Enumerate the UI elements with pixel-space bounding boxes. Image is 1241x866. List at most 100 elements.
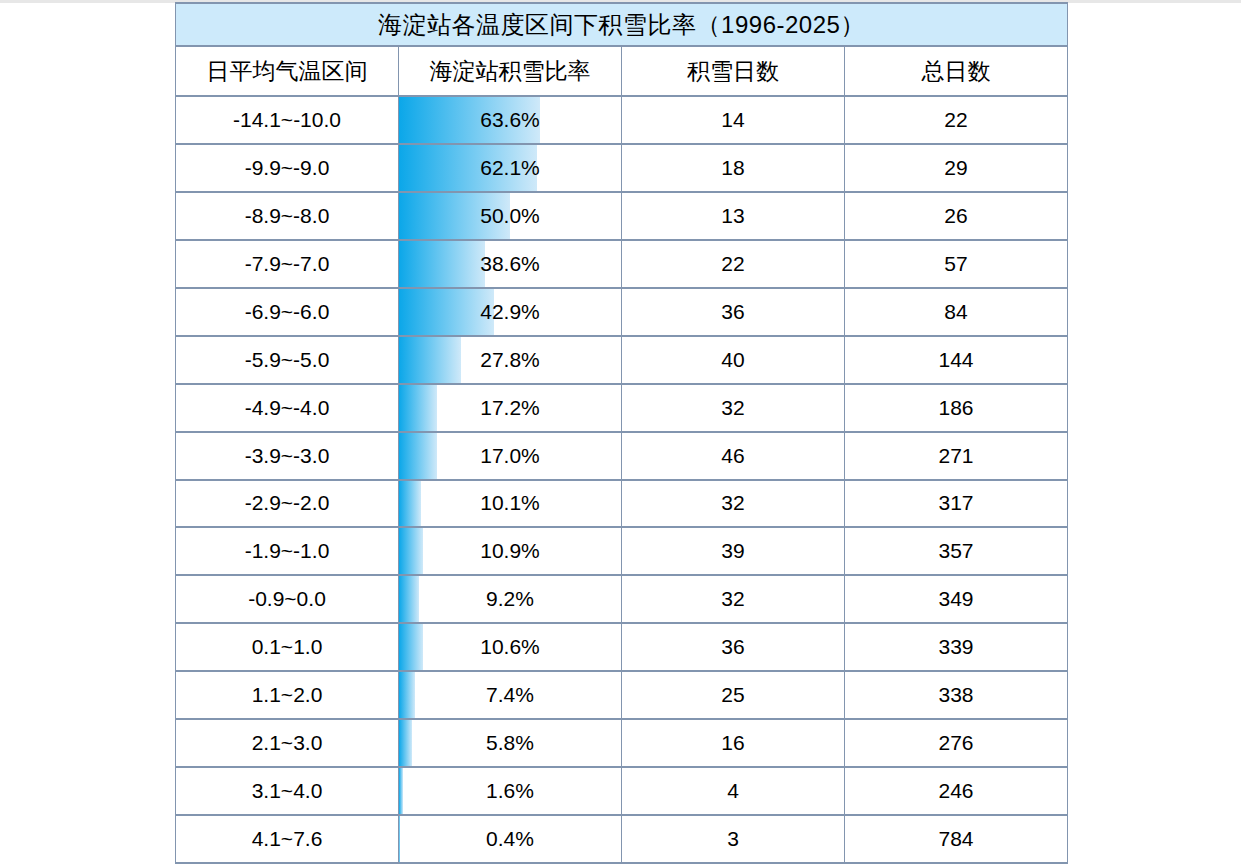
table-row: -14.1~-10.063.6%1422 — [176, 96, 1068, 144]
table-row: 4.1~7.60.4%3784 — [176, 815, 1068, 863]
snow-ratio-cell: 10.1% — [399, 480, 622, 528]
ratio-label: 10.9% — [480, 539, 540, 562]
table-header-row: 日平均气温区间 海淀站积雪比率 积雪日数 总日数 — [176, 46, 1068, 96]
ratio-label: 1.6% — [486, 779, 534, 802]
ratio-label: 10.1% — [480, 491, 540, 514]
ratio-data-bar — [399, 385, 437, 431]
ratio-data-bar — [399, 672, 415, 718]
ratio-data-bar — [399, 241, 485, 287]
total-days-cell: 357 — [845, 527, 1068, 575]
snow-ratio-cell: 1.6% — [399, 767, 622, 815]
temp-range-cell: 0.1~1.0 — [176, 623, 399, 671]
snow-ratio-cell: 42.9% — [399, 288, 622, 336]
temp-range-cell: -0.9~0.0 — [176, 575, 399, 623]
total-days-cell: 84 — [845, 288, 1068, 336]
snow-ratio-cell: 5.8% — [399, 719, 622, 767]
table-row: -9.9~-9.062.1%1829 — [176, 144, 1068, 192]
snow-days-cell: 32 — [622, 575, 845, 623]
total-days-cell: 349 — [845, 575, 1068, 623]
table-row: -3.9~-3.017.0%46271 — [176, 432, 1068, 480]
snow-days-cell: 36 — [622, 623, 845, 671]
snow-days-cell: 16 — [622, 719, 845, 767]
table-row: -7.9~-7.038.6%2257 — [176, 240, 1068, 288]
ratio-label: 5.8% — [486, 731, 534, 754]
table-body: -14.1~-10.063.6%1422-9.9~-9.062.1%1829-8… — [176, 96, 1068, 863]
ratio-label: 7.4% — [486, 683, 534, 706]
snow-days-cell: 25 — [622, 671, 845, 719]
temp-range-cell: -4.9~-4.0 — [176, 384, 399, 432]
snow-ratio-cell: 9.2% — [399, 575, 622, 623]
ratio-label: 50.0% — [480, 204, 540, 227]
snow-days-cell: 4 — [622, 767, 845, 815]
snow-days-cell: 40 — [622, 336, 845, 384]
table-row: -6.9~-6.042.9%3684 — [176, 288, 1068, 336]
total-days-cell: 317 — [845, 480, 1068, 528]
ratio-data-bar — [399, 576, 419, 622]
snow-days-cell: 13 — [622, 192, 845, 240]
ratio-data-bar — [399, 768, 403, 814]
snow-ratio-cell: 38.6% — [399, 240, 622, 288]
snow-days-cell: 14 — [622, 96, 845, 144]
snow-ratio-table: 海淀站各温度区间下积雪比率（1996-2025） 日平均气温区间 海淀站积雪比率… — [175, 2, 1068, 864]
table-row: 1.1~2.0 7.4% 25338 — [176, 671, 1068, 719]
table-row: 3.1~4.01.6%4246 — [176, 767, 1068, 815]
table-row: -0.9~0.0 9.2% 32349 — [176, 575, 1068, 623]
total-days-cell: 246 — [845, 767, 1068, 815]
snow-ratio-cell: 50.0% — [399, 192, 622, 240]
table-row: -5.9~-5.027.8%40144 — [176, 336, 1068, 384]
snow-ratio-cell: 17.2% — [399, 384, 622, 432]
table-title: 海淀站各温度区间下积雪比率（1996-2025） — [176, 3, 1068, 46]
table-title-row: 海淀站各温度区间下积雪比率（1996-2025） — [176, 3, 1068, 46]
total-days-cell: 784 — [845, 815, 1068, 863]
ratio-label: 63.6% — [480, 108, 540, 131]
total-days-cell: 186 — [845, 384, 1068, 432]
temp-range-cell: -6.9~-6.0 — [176, 288, 399, 336]
temp-range-cell: -8.9~-8.0 — [176, 192, 399, 240]
ratio-data-bar — [399, 816, 400, 862]
total-days-cell: 26 — [845, 192, 1068, 240]
snow-days-cell: 18 — [622, 144, 845, 192]
temp-range-cell: 1.1~2.0 — [176, 671, 399, 719]
total-days-cell: 144 — [845, 336, 1068, 384]
ratio-data-bar — [399, 481, 421, 527]
table-row: 2.1~3.0 5.8% 16276 — [176, 719, 1068, 767]
temp-range-cell: -2.9~-2.0 — [176, 480, 399, 528]
ratio-data-bar — [399, 528, 423, 574]
snow-days-cell: 3 — [622, 815, 845, 863]
ratio-label: 10.6% — [480, 635, 540, 658]
snow-ratio-cell: 7.4% — [399, 671, 622, 719]
snow-ratio-cell: 17.0% — [399, 432, 622, 480]
temp-range-cell: -14.1~-10.0 — [176, 96, 399, 144]
table-row: -4.9~-4.017.2%32186 — [176, 384, 1068, 432]
col-header-snow-days: 积雪日数 — [622, 46, 845, 96]
total-days-cell: 338 — [845, 671, 1068, 719]
snow-ratio-cell: 27.8% — [399, 336, 622, 384]
table-row: -2.9~-2.0 10.1% 32317 — [176, 480, 1068, 528]
ratio-label: 38.6% — [480, 252, 540, 275]
snow-ratio-cell: 62.1% — [399, 144, 622, 192]
temp-range-cell: 2.1~3.0 — [176, 719, 399, 767]
snow-days-cell: 46 — [622, 432, 845, 480]
ratio-label: 17.0% — [480, 444, 540, 467]
snow-ratio-cell: 10.9% — [399, 527, 622, 575]
temp-range-cell: -1.9~-1.0 — [176, 527, 399, 575]
total-days-cell: 276 — [845, 719, 1068, 767]
temp-range-cell: -3.9~-3.0 — [176, 432, 399, 480]
snow-days-cell: 32 — [622, 480, 845, 528]
snow-ratio-cell: 0.4% — [399, 815, 622, 863]
ratio-label: 9.2% — [486, 587, 534, 610]
snow-ratio-cell: 63.6% — [399, 96, 622, 144]
table-row: -1.9~-1.0 10.9% 39357 — [176, 527, 1068, 575]
snow-days-cell: 39 — [622, 527, 845, 575]
ratio-label: 42.9% — [480, 300, 540, 323]
ratio-data-bar — [399, 337, 461, 383]
col-header-snow-ratio: 海淀站积雪比率 — [399, 46, 622, 96]
col-header-temp-range: 日平均气温区间 — [176, 46, 399, 96]
snow-days-cell: 22 — [622, 240, 845, 288]
ratio-label: 62.1% — [480, 156, 540, 179]
ratio-data-bar — [399, 433, 437, 479]
col-header-total-days: 总日数 — [845, 46, 1068, 96]
ratio-data-bar — [399, 720, 412, 766]
total-days-cell: 29 — [845, 144, 1068, 192]
ratio-label: 27.8% — [480, 348, 540, 371]
